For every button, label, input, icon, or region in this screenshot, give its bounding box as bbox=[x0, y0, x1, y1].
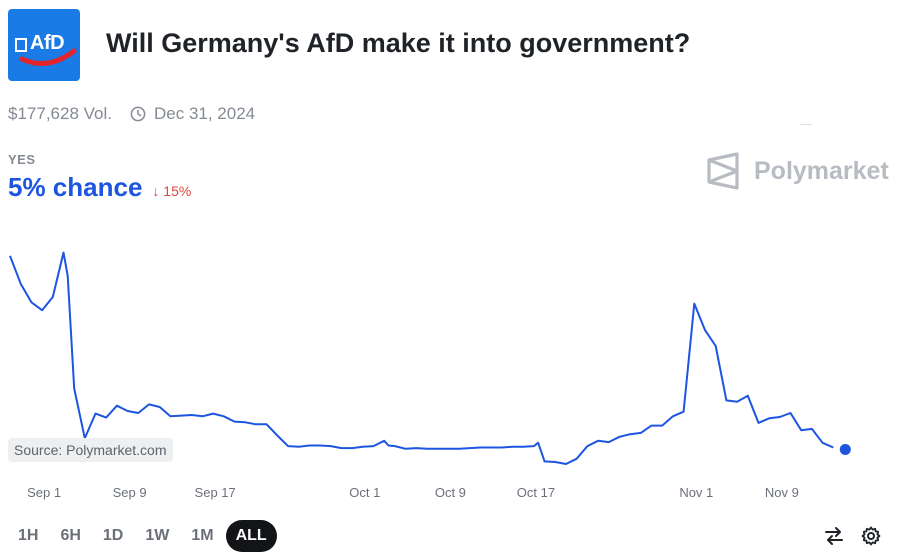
chance-change: ↓ 15% bbox=[152, 183, 192, 199]
volume-text: $177,628 Vol. bbox=[8, 104, 112, 123]
polymarket-logo-icon bbox=[707, 152, 739, 190]
logo-text: AfD bbox=[30, 32, 65, 54]
last-point-marker bbox=[839, 443, 851, 455]
range-button-1w[interactable]: 1W bbox=[145, 527, 170, 544]
x-tick-label: Sep 1 bbox=[27, 485, 61, 500]
brand-name: Polymarket bbox=[754, 156, 889, 185]
range-button-6h[interactable]: 6H bbox=[60, 527, 81, 544]
x-tick-label: Nov 1 bbox=[679, 485, 713, 500]
series-line bbox=[9, 251, 834, 465]
range-button-1h[interactable]: 1H bbox=[18, 527, 39, 544]
range-button-1m[interactable]: 1M bbox=[191, 527, 214, 544]
clock-icon bbox=[130, 106, 146, 122]
outcome-label: YES bbox=[8, 152, 36, 167]
range-button-all[interactable]: ALL bbox=[225, 520, 277, 552]
divider bbox=[800, 124, 812, 125]
chart-tools bbox=[822, 524, 883, 548]
end-date-text: Dec 31, 2024 bbox=[153, 104, 256, 123]
x-tick-label: Oct 9 bbox=[435, 485, 466, 500]
gear-icon[interactable] bbox=[859, 524, 883, 548]
market-meta: $177,628 Vol. Dec 31, 2024 bbox=[8, 104, 255, 124]
source-label: Source: Polymarket.com bbox=[8, 438, 173, 462]
chance-value: 5% chance bbox=[8, 172, 143, 202]
afd-logo-image bbox=[15, 38, 77, 66]
time-range-selector: 1H 6H 1D 1W 1M ALL bbox=[8, 520, 279, 552]
range-button-1d[interactable]: 1D bbox=[102, 527, 124, 544]
polymarket-brand: Polymarket bbox=[706, 152, 889, 190]
x-tick-label: Oct 17 bbox=[517, 485, 555, 500]
chance-row: 5% chance ↓ 15% bbox=[8, 172, 191, 203]
x-tick-label: Sep 17 bbox=[195, 485, 236, 500]
swap-arrows-icon[interactable] bbox=[822, 524, 846, 548]
x-tick-label: Sep 9 bbox=[113, 485, 147, 500]
market-logo: AfD bbox=[8, 9, 80, 81]
page-title: Will Germany's AfD make it into governme… bbox=[106, 28, 691, 58]
x-tick-label: Nov 9 bbox=[765, 485, 799, 500]
probability-chart: Sep 1 Sep 9 Sep 17 Oct 1 Oct 9 Oct 17 Nov 1 Nov… bbox=[9, 251, 851, 500]
x-tick-label: Oct 1 bbox=[349, 485, 380, 500]
